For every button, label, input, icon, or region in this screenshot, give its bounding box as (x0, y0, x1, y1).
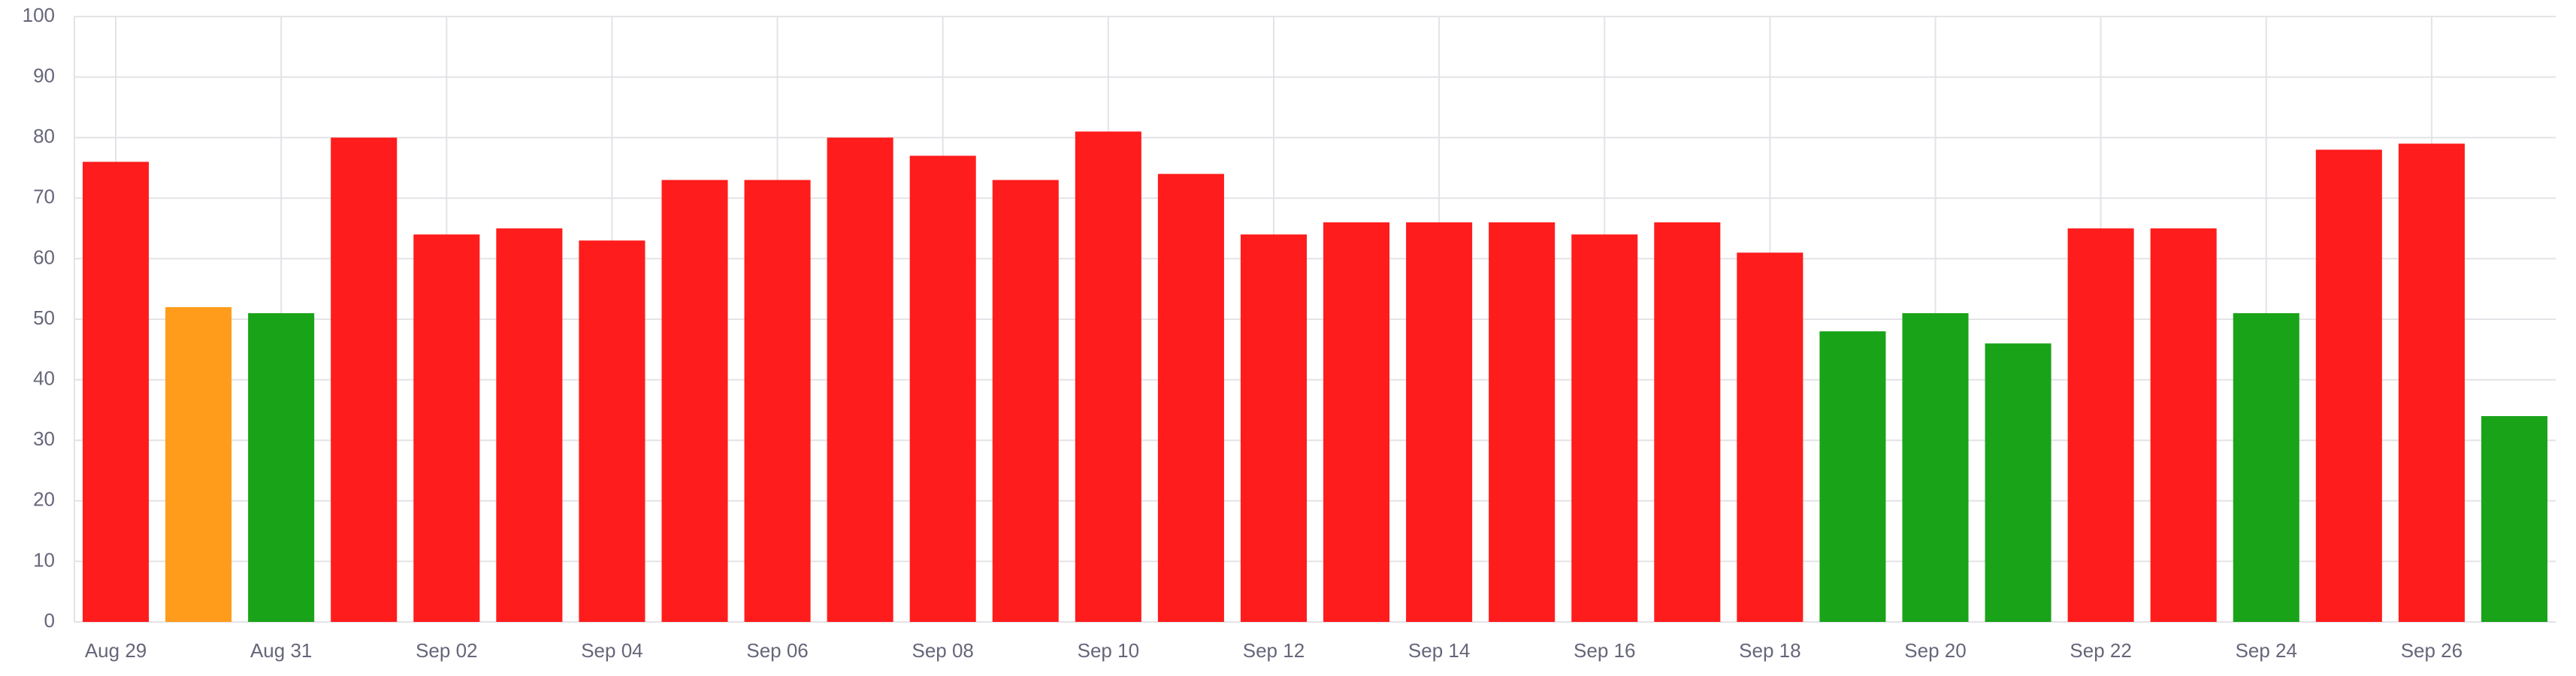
bar (496, 228, 563, 623)
x-tick-label: Sep 20 (1904, 639, 1966, 662)
bar (2398, 143, 2465, 622)
bar (331, 137, 398, 622)
y-tick-label: 50 (33, 306, 55, 329)
bar (1737, 252, 1804, 622)
x-tick-label: Sep 04 (581, 639, 642, 662)
bar (2481, 415, 2547, 622)
x-tick-label: Sep 24 (2236, 639, 2297, 662)
x-tick-label: Sep 08 (912, 639, 973, 662)
bar (2315, 149, 2382, 622)
bar (744, 180, 811, 622)
y-tick-label: 0 (44, 609, 55, 632)
bar (1240, 234, 1307, 622)
bar (1819, 331, 1886, 622)
bar (248, 312, 315, 622)
bar (1157, 174, 1224, 622)
x-tick-label: Sep 02 (416, 639, 477, 662)
bar (579, 240, 646, 622)
x-tick-label: Sep 16 (1574, 639, 1635, 662)
x-tick-label: Sep 22 (2070, 639, 2131, 662)
y-tick-label: 60 (33, 246, 55, 268)
bar (165, 306, 232, 622)
x-tick-label: Sep 10 (1078, 639, 1139, 662)
bar (2067, 228, 2134, 623)
bar (1571, 234, 1638, 622)
bar (1406, 222, 1473, 622)
bar (83, 161, 150, 622)
bar (1654, 222, 1721, 622)
y-tick-label: 80 (33, 125, 55, 147)
bar (909, 155, 976, 622)
bar (661, 180, 728, 622)
y-tick-label: 70 (33, 186, 55, 208)
bar (1489, 222, 1556, 622)
x-tick-label: Sep 18 (1739, 639, 1800, 662)
bar (2233, 312, 2299, 622)
bar (1985, 343, 2051, 622)
x-tick-label: Sep 26 (2401, 639, 2463, 662)
bar (1902, 312, 1969, 622)
bar (2150, 228, 2217, 623)
y-tick-label: 30 (33, 427, 55, 450)
x-tick-label: Aug 29 (85, 639, 147, 662)
bar (1323, 222, 1390, 622)
y-tick-label: 10 (33, 548, 55, 571)
bar (827, 137, 893, 622)
x-tick-label: Aug 31 (250, 639, 312, 662)
y-tick-label: 40 (33, 367, 55, 389)
x-tick-label: Sep 06 (746, 639, 808, 662)
x-tick-label: Sep 14 (1408, 639, 1470, 662)
bar (1075, 131, 1141, 622)
y-tick-label: 90 (33, 64, 55, 86)
x-tick-label: Sep 12 (1243, 639, 1305, 662)
y-tick-label: 20 (33, 488, 55, 511)
bar (992, 180, 1059, 622)
y-tick-label: 100 (23, 4, 55, 26)
bar (413, 234, 480, 622)
